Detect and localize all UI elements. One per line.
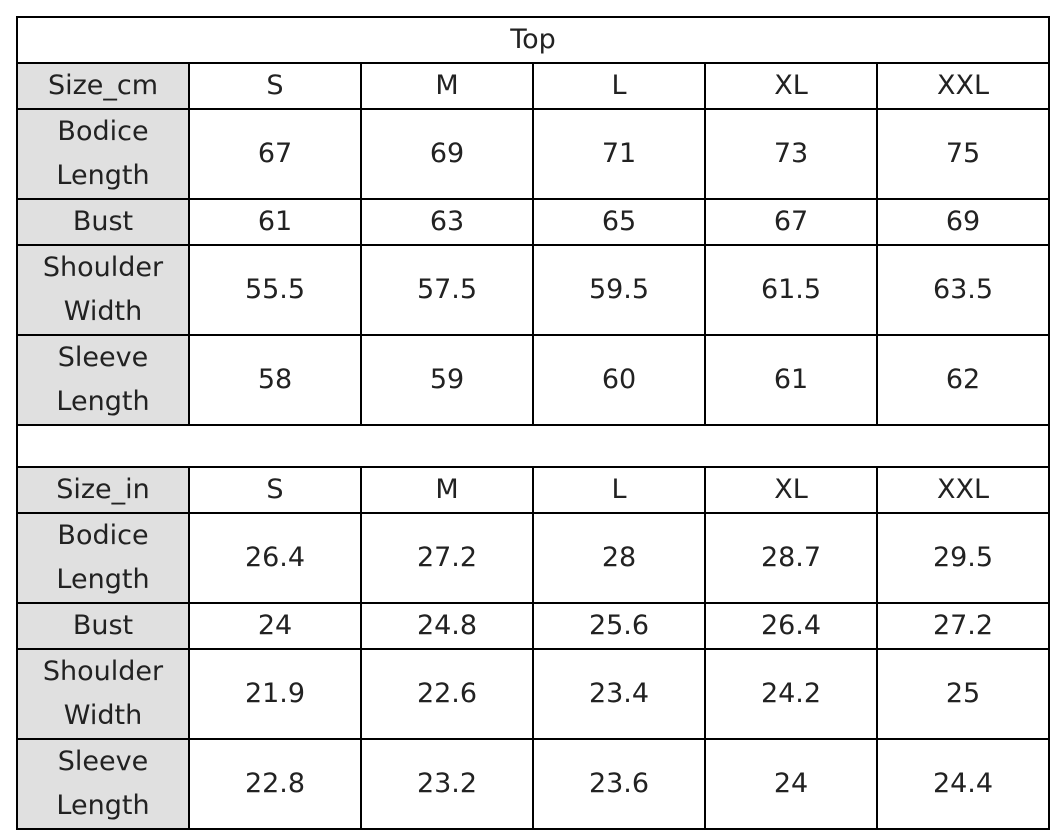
measure-label: Shoulder Width xyxy=(16,244,190,336)
measure-value: 27.2 xyxy=(360,512,534,604)
measure-row: Bust 61 63 65 67 69 xyxy=(16,198,1051,246)
measure-value: 71 xyxy=(532,108,706,200)
size-header: XXL xyxy=(875,466,1051,514)
header-row: Size_in S M L XL XXL xyxy=(16,466,1051,514)
measure-value: 65 xyxy=(532,198,706,246)
measure-value: 55.5 xyxy=(188,244,362,336)
measure-row: Bodice Length 26.4 27.2 28 28.7 29.5 xyxy=(16,512,1051,604)
measure-value: 28.7 xyxy=(704,512,878,604)
measure-row: Sleeve Length 22.8 23.2 23.6 24 24.4 xyxy=(16,738,1051,830)
measure-value: 75 xyxy=(875,108,1051,200)
measure-value: 24.4 xyxy=(875,738,1051,830)
measure-value: 60 xyxy=(532,334,706,426)
size-header: L xyxy=(532,466,706,514)
measure-value: 62 xyxy=(875,334,1051,426)
title-row: Top xyxy=(15,16,1051,64)
table-body: Top Size_cm S M L XL XXL Bodice Length 67 69 71 73… xyxy=(15,16,1051,830)
measure-value: 63 xyxy=(360,198,534,246)
measure-value: 61.5 xyxy=(704,244,878,336)
size-header: M xyxy=(360,62,534,110)
size-table: Top Size_cm S M L XL XXL Bodice Length 67 69 71 73… xyxy=(15,16,1051,830)
measure-value: 22.6 xyxy=(360,648,534,740)
measure-value: 22.8 xyxy=(188,738,362,830)
measure-value: 23.4 xyxy=(532,648,706,740)
size-header: S xyxy=(188,466,362,514)
measure-value: 23.6 xyxy=(532,738,706,830)
measure-value: 67 xyxy=(188,108,362,200)
measure-label: Sleeve Length xyxy=(16,738,190,830)
size-header: XL xyxy=(704,62,878,110)
size-header: M xyxy=(360,466,534,514)
header-row: Size_cm S M L XL XXL xyxy=(16,62,1051,110)
measure-row: Bust 24 24.8 25.6 26.4 27.2 xyxy=(16,602,1051,650)
measure-label: Bust xyxy=(16,198,190,246)
measure-value: 25 xyxy=(875,648,1051,740)
table-title: Top xyxy=(15,16,1051,64)
measure-value: 23.2 xyxy=(360,738,534,830)
measure-value: 28 xyxy=(532,512,706,604)
measure-row: Sleeve Length 58 59 60 61 62 xyxy=(16,334,1051,426)
measure-value: 24.2 xyxy=(704,648,878,740)
measure-value: 61 xyxy=(704,334,878,426)
measure-value: 61 xyxy=(188,198,362,246)
measure-value: 21.9 xyxy=(188,648,362,740)
measure-label: Shoulder Width xyxy=(16,648,190,740)
measure-value: 24.8 xyxy=(360,602,534,650)
measure-label: Sleeve Length xyxy=(16,334,190,426)
measure-value: 26.4 xyxy=(188,512,362,604)
size-header: XXL xyxy=(875,62,1051,110)
measure-row: Shoulder Width 55.5 57.5 59.5 61.5 63.5 xyxy=(16,244,1051,336)
measure-value: 63.5 xyxy=(875,244,1051,336)
measure-value: 24 xyxy=(704,738,878,830)
spacer-cell xyxy=(15,424,1051,468)
measure-value: 69 xyxy=(875,198,1051,246)
measure-value: 24 xyxy=(188,602,362,650)
measure-value: 59 xyxy=(360,334,534,426)
spacer-row xyxy=(15,424,1051,468)
measure-value: 67 xyxy=(704,198,878,246)
measure-value: 59.5 xyxy=(532,244,706,336)
measure-value: 57.5 xyxy=(360,244,534,336)
measure-row: Shoulder Width 21.9 22.6 23.4 24.2 25 xyxy=(16,648,1051,740)
size-header: L xyxy=(532,62,706,110)
unit-label: Size_in xyxy=(16,466,190,514)
measure-value: 27.2 xyxy=(875,602,1051,650)
measure-value: 69 xyxy=(360,108,534,200)
measure-value: 29.5 xyxy=(875,512,1051,604)
measure-value: 26.4 xyxy=(704,602,878,650)
measure-value: 73 xyxy=(704,108,878,200)
measure-value: 58 xyxy=(188,334,362,426)
measure-label: Bodice Length xyxy=(16,108,190,200)
size-header: XL xyxy=(704,466,878,514)
measure-value: 25.6 xyxy=(532,602,706,650)
measure-label: Bust xyxy=(16,602,190,650)
size-header: S xyxy=(188,62,362,110)
unit-label: Size_cm xyxy=(16,62,190,110)
measure-row: Bodice Length 67 69 71 73 75 xyxy=(16,108,1051,200)
measure-label: Bodice Length xyxy=(16,512,190,604)
